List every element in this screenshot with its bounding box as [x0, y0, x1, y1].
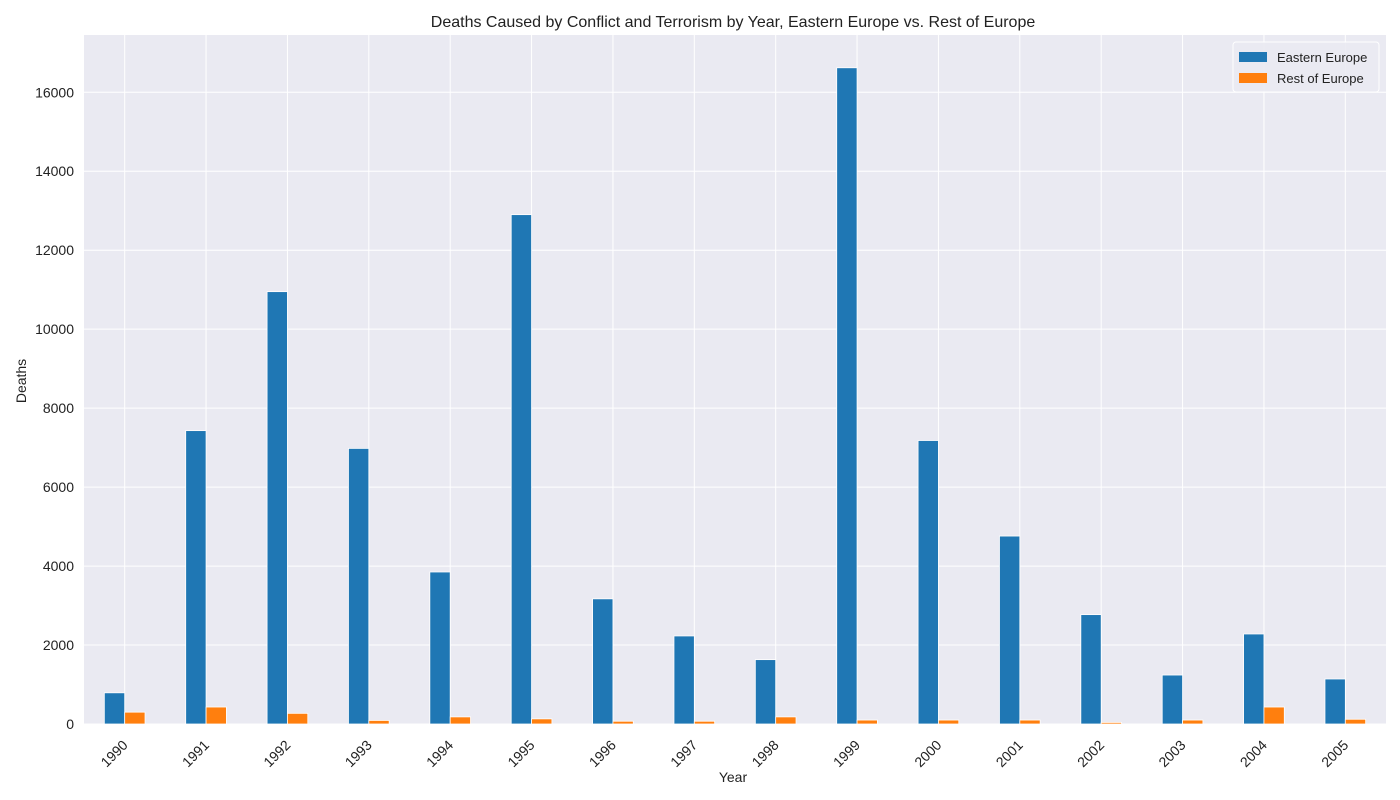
bar-eastern-europe-1991 — [185, 430, 207, 725]
bar-rest-of-europe-2003 — [1182, 719, 1204, 725]
x-tick-label: 1993 — [342, 737, 375, 770]
legend-entry: Rest of Europe — [1277, 71, 1364, 86]
bar-rest-of-europe-1992 — [287, 712, 309, 725]
bar-eastern-europe-1994 — [429, 571, 451, 725]
bar-rest-of-europe-1997 — [693, 720, 716, 725]
bar-eastern-europe-1993 — [348, 447, 370, 725]
x-axis-label: Year — [719, 769, 748, 785]
bar-eastern-europe-2000 — [917, 440, 939, 725]
bar-eastern-europe-1990 — [103, 692, 126, 725]
bars — [103, 67, 1367, 725]
bar-eastern-europe-1997 — [673, 635, 695, 725]
bar-eastern-europe-2004 — [1243, 633, 1265, 725]
x-tick-label: 2004 — [1237, 737, 1270, 770]
x-tick-label: 1998 — [748, 737, 781, 770]
bar-rest-of-europe-1990 — [124, 711, 146, 725]
bar-rest-of-europe-2005 — [1344, 718, 1367, 725]
x-tick-label: 1999 — [830, 737, 863, 770]
bar-eastern-europe-2005 — [1324, 678, 1346, 725]
x-tick-label: 1995 — [504, 737, 537, 770]
y-tick-label: 0 — [66, 716, 74, 732]
legend-swatch — [1239, 73, 1267, 83]
bar-rest-of-europe-2002 — [1100, 722, 1122, 725]
plot-background — [84, 35, 1386, 724]
bar-eastern-europe-1996 — [592, 598, 614, 725]
bar-eastern-europe-2002 — [1080, 614, 1102, 725]
y-tick-label: 16000 — [35, 84, 74, 100]
x-tick-label: 2002 — [1074, 737, 1107, 770]
x-tick-label: 2005 — [1318, 737, 1351, 770]
bar-rest-of-europe-1998 — [775, 716, 797, 725]
x-tick-labels: 1990 1991 1992 1993 1994 1995 1996 1997 1998 1999… — [97, 737, 1351, 770]
y-tick-label: 6000 — [43, 479, 74, 495]
y-tick-label: 14000 — [35, 163, 74, 179]
x-tick-label: 1990 — [97, 737, 130, 770]
y-tick-label: 10000 — [35, 321, 74, 337]
x-tick-label: 1992 — [260, 737, 293, 770]
bar-rest-of-europe-1993 — [368, 720, 390, 725]
y-tick-label: 12000 — [35, 242, 74, 258]
bar-rest-of-europe-2001 — [1019, 719, 1041, 725]
legend-swatch — [1239, 52, 1267, 62]
bar-rest-of-europe-1996 — [612, 720, 634, 725]
bar-rest-of-europe-2004 — [1263, 706, 1285, 725]
x-tick-label: 2001 — [993, 737, 1026, 770]
bar-eastern-europe-1999 — [836, 67, 858, 725]
x-tick-label: 1991 — [179, 737, 212, 770]
bar-rest-of-europe-1994 — [449, 716, 471, 725]
bar-rest-of-europe-1999 — [856, 719, 878, 725]
legend-entry: Eastern Europe — [1277, 50, 1367, 65]
legend-frame — [1232, 41, 1380, 93]
legend: Eastern Europe Rest of Europe — [1232, 41, 1380, 93]
bar-eastern-europe-1995 — [510, 214, 532, 725]
bar-eastern-europe-1998 — [754, 659, 777, 725]
x-tick-label: 1997 — [667, 737, 700, 770]
x-tick-label: 2000 — [911, 737, 944, 770]
bar-rest-of-europe-2000 — [938, 719, 960, 725]
y-tick-labels: 0 2000 4000 6000 8000 10000 12000 14000 16000 — [35, 84, 74, 732]
x-tick-label: 1996 — [586, 737, 619, 770]
y-tick-label: 2000 — [43, 637, 74, 653]
x-tick-label: 2003 — [1155, 737, 1188, 770]
y-tick-label: 8000 — [43, 400, 74, 416]
bar-eastern-europe-2001 — [999, 535, 1021, 725]
x-tick-label: 1994 — [423, 737, 456, 770]
y-tick-label: 4000 — [43, 558, 74, 574]
bar-rest-of-europe-1991 — [205, 706, 227, 725]
bar-eastern-europe-1992 — [266, 291, 288, 725]
y-axis-label: Deaths — [13, 359, 29, 403]
chart-title: Deaths Caused by Conflict and Terrorism … — [431, 14, 1036, 31]
bar-rest-of-europe-1995 — [531, 718, 553, 725]
bar-eastern-europe-2003 — [1161, 674, 1183, 725]
